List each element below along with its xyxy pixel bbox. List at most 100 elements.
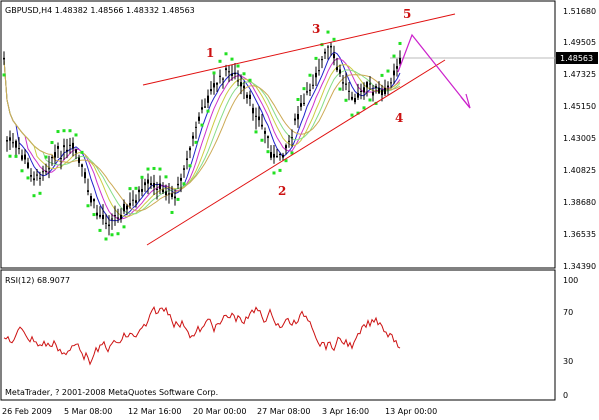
sar-dot — [350, 113, 354, 117]
sar-dot — [362, 106, 366, 110]
rsi-tick: 30 — [563, 357, 573, 366]
price-bar-body — [180, 177, 182, 181]
price-tick: 1.51680 — [563, 7, 596, 16]
sar-dot — [62, 129, 66, 133]
rsi-header: RSI(12) 68.9077 — [5, 276, 70, 285]
price-bar-body — [360, 90, 362, 92]
time-tick: 13 Apr 00:00 — [385, 407, 437, 416]
price-bar-body — [366, 82, 368, 88]
price-bar-body — [294, 118, 296, 121]
price-bar-body — [135, 200, 137, 203]
price-bar-body — [210, 89, 212, 92]
forecast-line — [397, 33, 471, 109]
rsi-line-group — [3, 306, 401, 366]
wave-label-5: 5 — [403, 7, 411, 21]
price-bar-body — [231, 73, 233, 76]
rsi-tick: 70 — [563, 308, 573, 317]
price-bar-body — [249, 94, 251, 100]
price-bar-body — [84, 172, 86, 179]
price-bar-body — [138, 189, 140, 193]
price-bar-body — [9, 137, 11, 141]
sar-dot — [32, 194, 36, 198]
price-bar-body — [93, 199, 95, 202]
sar-dot — [146, 167, 150, 171]
sar-dot — [326, 30, 330, 34]
price-bar-body — [96, 212, 98, 216]
sar-dot — [272, 171, 276, 175]
price-bar-body — [213, 83, 215, 88]
sar-dot — [332, 37, 336, 41]
price-tick: 1.43005 — [563, 134, 596, 143]
forecast-arrowhead — [460, 93, 471, 109]
price-bar-body — [222, 78, 224, 80]
wave-label-3: 3 — [312, 22, 320, 36]
price-bar-body — [246, 94, 248, 98]
sar-dot — [266, 150, 270, 154]
price-bar-body — [261, 124, 263, 127]
price-bar-body — [108, 224, 110, 227]
time-tick: 12 Mar 16:00 — [128, 407, 181, 416]
price-bar-body — [201, 107, 203, 110]
price-bar-body — [333, 53, 335, 59]
price-bar-body — [18, 148, 20, 150]
price-bar-body — [240, 82, 242, 87]
price-bar-body — [252, 107, 254, 114]
time-axis: 26 Feb 2009 5 Mar 08:00 12 Mar 16:00 20 … — [2, 407, 437, 416]
price-bar-body — [339, 69, 341, 74]
sar-dot — [80, 150, 84, 154]
sar-dot — [20, 169, 24, 173]
price-bar-body — [267, 136, 269, 139]
price-bar-body — [45, 170, 47, 172]
price-bar-body — [69, 144, 71, 146]
price-bar-body — [171, 193, 173, 197]
price-bar-body — [12, 142, 14, 144]
price-bar-body — [363, 87, 365, 93]
price-bar-body — [150, 183, 152, 186]
price-bar-body — [384, 88, 386, 95]
sar-dot — [158, 167, 162, 171]
sar-dot — [224, 52, 228, 56]
price-bar-body — [90, 196, 92, 203]
price-bar-body — [276, 155, 278, 157]
price-bar-body — [375, 86, 377, 88]
sar-dot — [86, 204, 90, 208]
sar-dot — [254, 130, 258, 134]
price-bar-body — [3, 57, 5, 60]
price-bar-body — [369, 83, 371, 85]
price-bar-body — [279, 154, 281, 156]
price-bar-body — [99, 214, 101, 217]
price-bar-body — [156, 188, 158, 190]
price-bar-body — [207, 95, 209, 103]
sar-dot — [302, 87, 306, 91]
parabolic-sar — [2, 30, 402, 241]
price-bar-body — [324, 51, 326, 54]
main-chart-frame — [0, 0, 556, 269]
price-bar-body — [120, 214, 122, 219]
price-bar-body — [111, 218, 113, 220]
price-bar-body — [105, 222, 107, 224]
price-bar-body — [255, 115, 257, 117]
sar-dot — [236, 64, 240, 68]
price-tick: 1.47325 — [563, 70, 596, 79]
price-bar-body — [87, 190, 89, 192]
sar-dot — [296, 97, 300, 101]
symbol-header: GBPUSD,H4 1.48382 1.48566 1.48332 1.4856… — [5, 6, 195, 15]
sar-dot — [110, 233, 114, 237]
price-bar-body — [315, 72, 317, 78]
price-bar-body — [42, 171, 44, 173]
price-tick: 1.49505 — [563, 38, 596, 47]
sar-dot — [212, 71, 216, 75]
price-bar-body — [309, 89, 311, 91]
sar-dot — [230, 57, 234, 61]
sar-dot — [152, 166, 156, 170]
price-bar-body — [357, 92, 359, 98]
price-bar-body — [186, 158, 188, 161]
price-bar-body — [228, 71, 230, 73]
price-bar-body — [129, 203, 131, 206]
copyright-text: MetaTrader, ? 2001-2008 MetaQuotes Softw… — [5, 388, 218, 397]
moving-average-line — [3, 59, 401, 212]
price-bar-body — [234, 72, 236, 75]
sar-dot — [164, 175, 168, 179]
